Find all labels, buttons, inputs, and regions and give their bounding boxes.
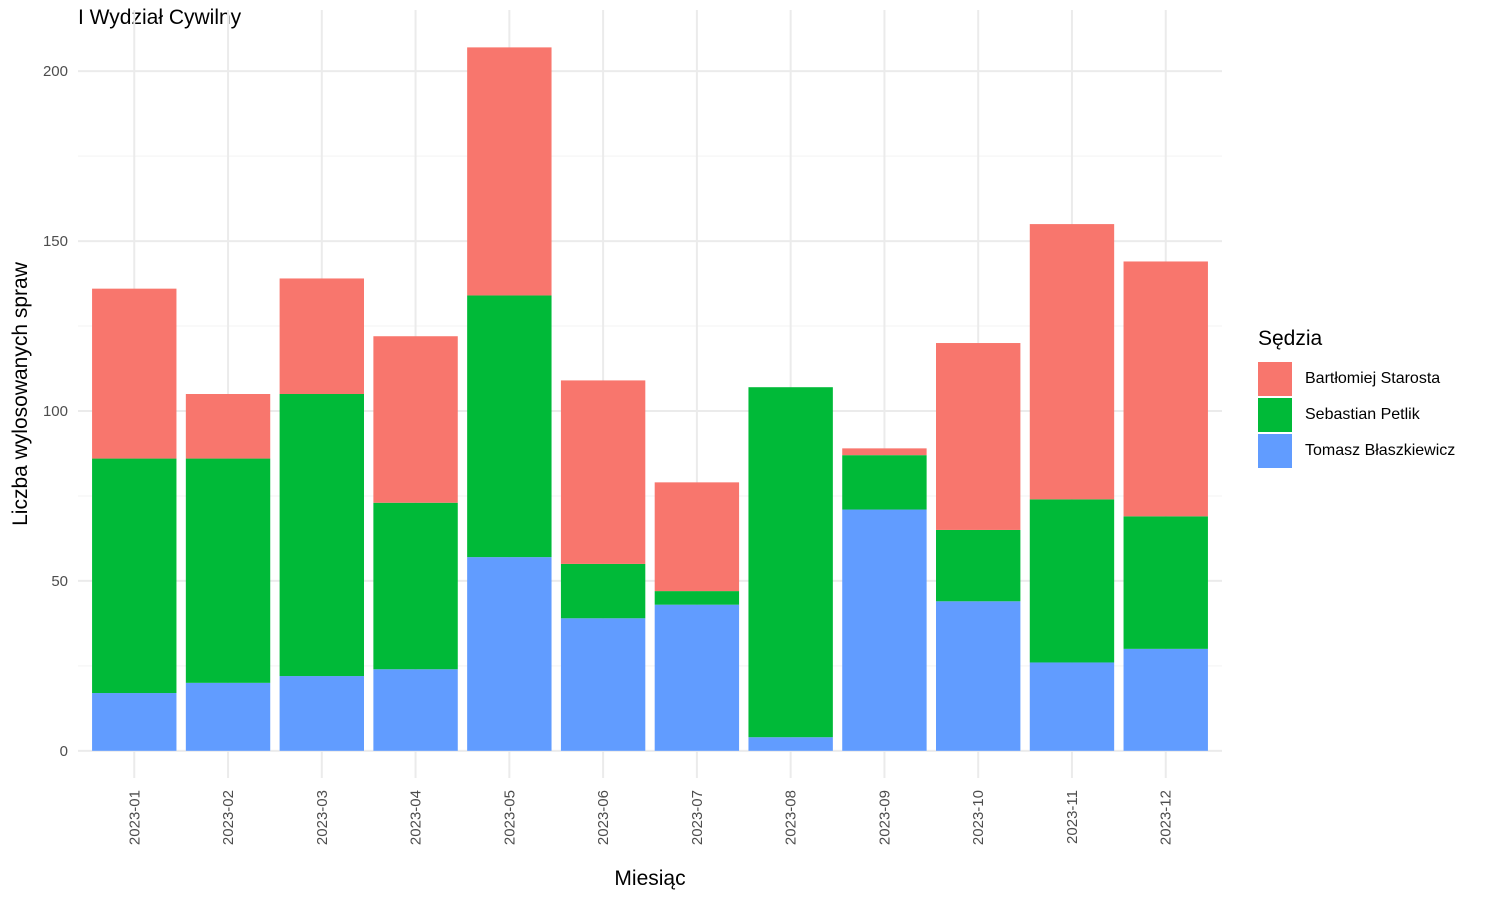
- y-tick-label: 0: [60, 743, 68, 760]
- bar-segment: [1123, 648, 1208, 751]
- tick-layer: 0 50 100 150 200 2023-01 2023-02 2023-03 2023-04…: [43, 63, 1175, 845]
- bar-segment: [373, 669, 458, 751]
- legend-label: Bartłomiej Starosta: [1305, 370, 1441, 387]
- legend-swatch: [1258, 398, 1292, 432]
- bar-layer: [92, 47, 1208, 751]
- bar-segment: [92, 458, 177, 694]
- x-tick-label: 2023-04: [408, 790, 425, 845]
- bar-segment: [560, 380, 646, 564]
- legend-title: Sędzia: [1258, 327, 1323, 350]
- bar-segment: [748, 737, 833, 751]
- bar-segment: [279, 278, 364, 394]
- x-tick-label: 2023-03: [314, 790, 331, 845]
- legend-item: Bartłomiej Starosta: [1258, 361, 1455, 397]
- x-tick-label: 2023-12: [1158, 790, 1175, 845]
- x-tick-label: 2023-09: [876, 790, 893, 845]
- legend-swatch: [1258, 434, 1292, 468]
- bar-segment: [748, 387, 833, 738]
- bar-segment: [467, 557, 552, 751]
- legend-item: Sebastian Petlik: [1258, 397, 1455, 433]
- x-tick-label: 2023-11: [1064, 790, 1081, 844]
- bar-segment: [373, 502, 458, 670]
- bar-segment: [654, 591, 740, 605]
- bar-segment: [936, 601, 1021, 751]
- x-tick-label: 2023-06: [595, 790, 612, 845]
- x-tick-label: 2023-05: [501, 790, 518, 845]
- chart-title: I Wydział Cywilny: [78, 6, 242, 29]
- bar-segment: [279, 394, 364, 677]
- bar-segment: [654, 604, 740, 751]
- bar-segment: [560, 618, 646, 751]
- bar-segment: [467, 295, 552, 558]
- bar-segment: [1029, 224, 1115, 500]
- x-tick-label: 2023-01: [126, 790, 143, 845]
- bar-segment: [842, 455, 927, 510]
- y-tick-label: 150: [43, 233, 68, 250]
- bar-segment: [654, 482, 740, 592]
- bar-segment: [1029, 662, 1115, 751]
- y-tick-label: 200: [43, 63, 68, 80]
- legend-label: Tomasz Błaszkiewicz: [1305, 442, 1456, 459]
- legend: Sędzia Bartłomiej Starosta Sebastian Petl…: [1258, 327, 1455, 469]
- bar-segment: [279, 676, 364, 751]
- legend-swatch: [1258, 362, 1292, 396]
- bar-segment: [185, 394, 271, 459]
- legend-label: Sebastian Petlik: [1305, 406, 1420, 423]
- bar-segment: [185, 458, 271, 683]
- bar-segment: [936, 529, 1021, 602]
- bar-segment: [92, 693, 177, 751]
- y-tick-label: 100: [43, 403, 68, 420]
- x-tick-label: 2023-02: [220, 790, 237, 845]
- x-axis-label: Miesiąc: [614, 867, 685, 890]
- legend-items: Bartłomiej Starosta Sebastian Petlik Tomas…: [1258, 361, 1455, 469]
- bar-segment: [1123, 516, 1208, 649]
- x-tick-label: 2023-08: [783, 790, 800, 845]
- y-tick-label: 50: [51, 573, 68, 590]
- bar-segment: [936, 343, 1021, 530]
- bar-segment: [560, 563, 646, 619]
- y-axis-label: Liczba wylosowanych spraw: [9, 261, 32, 526]
- bar-segment: [92, 288, 177, 459]
- bar-segment: [842, 448, 927, 456]
- bar-segment: [373, 336, 458, 503]
- bar-segment: [1123, 261, 1208, 517]
- bar-segment: [185, 682, 271, 751]
- bar-segment: [1029, 499, 1115, 663]
- bar-segment: [467, 47, 552, 296]
- x-tick-label: 2023-07: [689, 790, 706, 845]
- legend-item: Tomasz Błaszkiewicz: [1258, 433, 1455, 469]
- bar-segment: [842, 509, 927, 751]
- x-tick-label: 2023-10: [970, 790, 987, 845]
